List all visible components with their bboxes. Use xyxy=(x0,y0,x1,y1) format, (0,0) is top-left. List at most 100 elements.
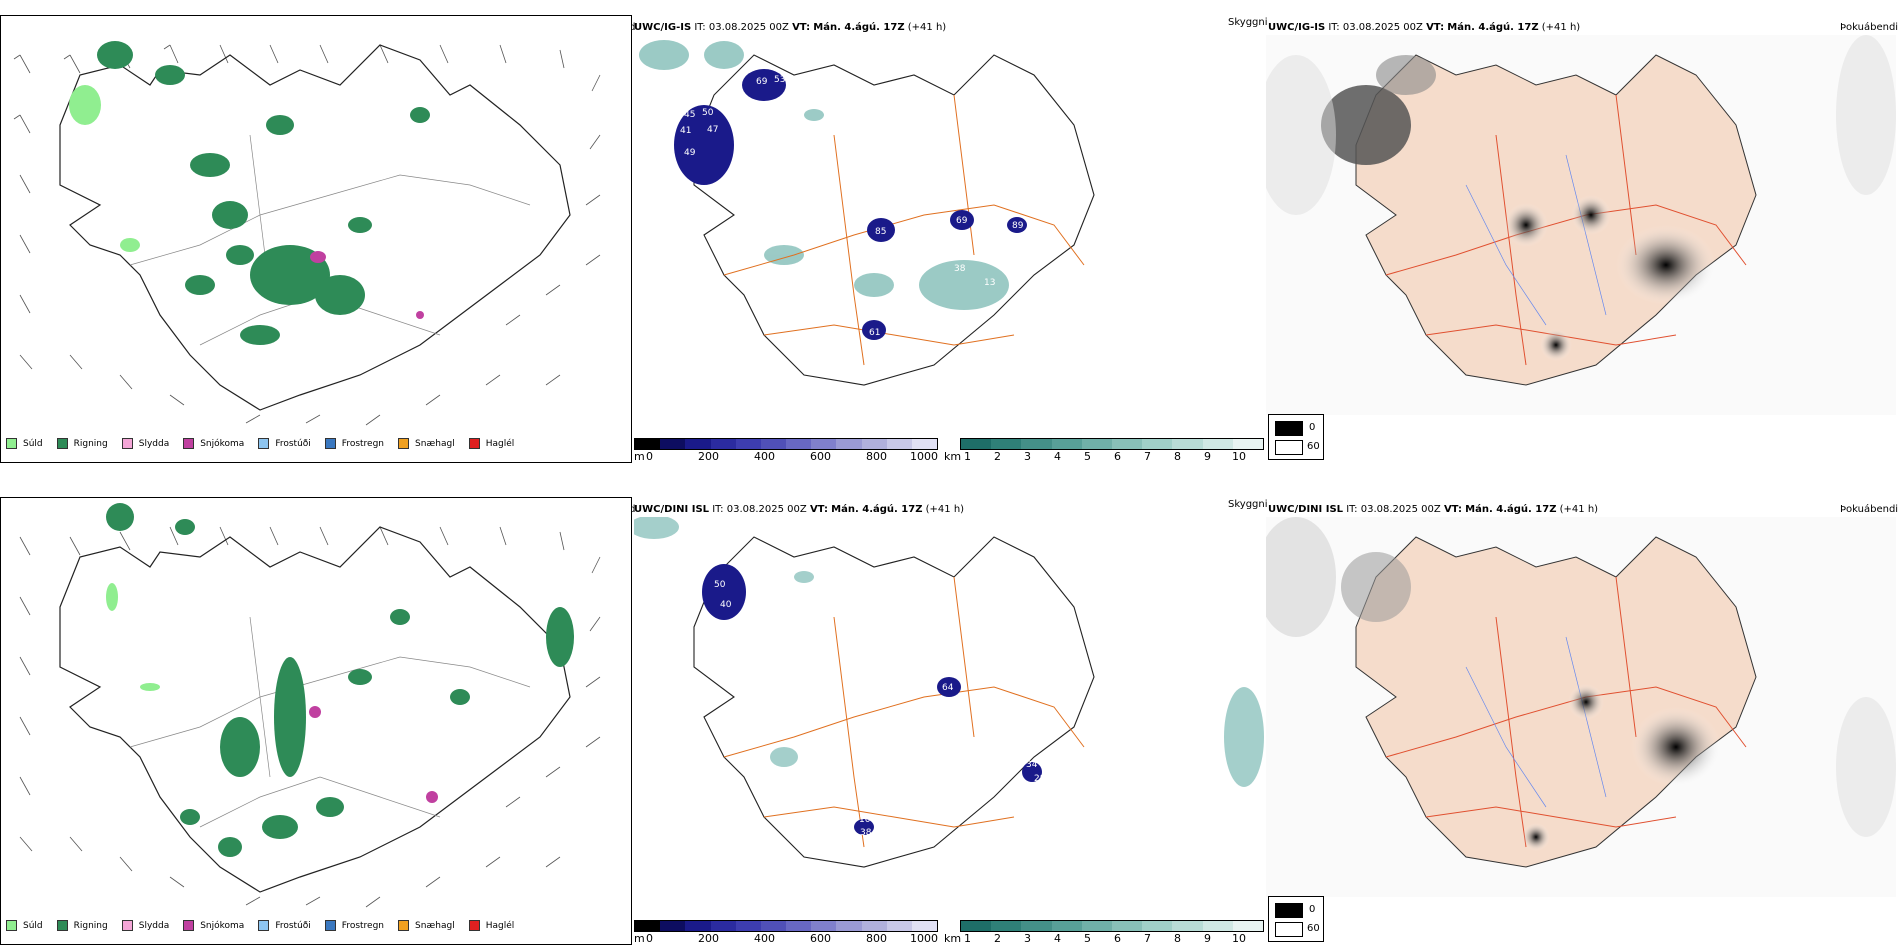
cb-tick: 4 xyxy=(1054,450,1061,463)
cb-segment xyxy=(811,921,837,931)
row1-vis-colorbar xyxy=(960,438,1264,450)
model-name: UWC/IG-IS xyxy=(634,22,692,33)
legend-item: Rigning xyxy=(56,438,108,449)
cb-unit: m xyxy=(634,450,645,463)
cb-segment xyxy=(861,439,887,449)
height-label: 53 xyxy=(774,75,785,85)
cb-segment xyxy=(886,921,912,931)
height-high-areas xyxy=(702,564,1042,835)
legend-item: Snjókoma xyxy=(183,438,244,449)
row1-vis-ticks: km 1 2 3 4 5 6 7 8 9 10 xyxy=(944,450,1264,464)
cb-segment xyxy=(961,439,992,449)
it-label: IT: xyxy=(1328,22,1340,33)
cb-segment xyxy=(685,921,711,931)
cb-segment xyxy=(1202,439,1233,449)
legend-item: Haglél xyxy=(468,920,515,931)
precip-rain-areas xyxy=(97,41,430,345)
row1: UWC/IG-IS IT: 03.08.2025 00Z VT: Mán. 4.… xyxy=(0,0,1900,470)
row2-cloud-header: UWC/DINI ISL IT: 03.08.2025 00Z VT: Mán.… xyxy=(634,504,964,515)
vt-label: VT: xyxy=(792,22,811,33)
vt-label: VT: xyxy=(809,504,828,515)
legend-label: Rigning xyxy=(73,438,108,449)
legend-item: Súld xyxy=(6,920,43,931)
precip-snow-areas xyxy=(310,251,424,319)
row1-height-colorbar xyxy=(634,438,938,450)
cb-segment xyxy=(660,921,686,931)
row2-vis-colorbar xyxy=(960,920,1264,932)
cb-segment xyxy=(1232,921,1264,931)
cb-segment xyxy=(760,921,787,931)
height-high-areas xyxy=(674,69,1027,340)
legend-label: Frostregn xyxy=(341,438,385,449)
cb-tick: 3 xyxy=(1024,932,1031,945)
legend-label: Snjókoma xyxy=(200,438,245,449)
cb-segment xyxy=(660,439,686,449)
cb-segment xyxy=(991,439,1022,449)
row2-vis-ticks: km 1 2 3 4 5 6 7 8 9 10 xyxy=(944,932,1264,946)
cb-tick: 1 xyxy=(964,932,971,945)
lead-time: (+41 h) xyxy=(1559,504,1599,515)
height-label: 36 xyxy=(896,318,908,328)
height-labels: 64 50 34 28 40 10 38 xyxy=(714,580,1046,838)
legend-swatch xyxy=(468,438,480,449)
cb-segment xyxy=(735,439,761,449)
cb-unit: km xyxy=(944,450,962,463)
cb-segment xyxy=(1081,439,1113,449)
cloud-title: Skyggni xyxy=(1228,499,1268,510)
cb-tick: 6 xyxy=(1114,932,1121,945)
legend-label: Slydda xyxy=(138,438,170,449)
lead-time: (+41 h) xyxy=(907,22,947,33)
precip-drizzle-areas xyxy=(106,583,160,691)
height-labels: 45 50 41 47 49 69 53 85 69 89 38 61 36 3… xyxy=(680,75,1024,338)
cb-tick: 6 xyxy=(1114,450,1121,463)
cb-tick: 800 xyxy=(866,450,887,463)
cb-tick: 400 xyxy=(754,932,775,945)
cb-segment xyxy=(1112,921,1143,931)
fog-title: Þokuábendi xyxy=(1840,504,1899,515)
legend-swatch xyxy=(121,920,133,931)
cb-segment xyxy=(811,439,837,449)
model-name: UWC/IG-IS xyxy=(1268,22,1326,33)
precip-snow-areas xyxy=(309,706,438,803)
cb-tick: 9 xyxy=(1204,450,1211,463)
row1-precip-map xyxy=(0,15,632,463)
it-value: 03.08.2025 00Z xyxy=(708,22,789,33)
height-label: 64 xyxy=(942,683,954,693)
fog-title: Þokuábendi xyxy=(1840,22,1899,33)
rivers xyxy=(1465,154,1607,326)
fog-areas xyxy=(1266,35,1896,361)
legend-label: Súld xyxy=(23,920,43,931)
height-label: 50 xyxy=(714,580,726,590)
legend-swatch xyxy=(56,438,68,449)
cb-segment xyxy=(1112,439,1143,449)
cb-segment xyxy=(735,921,761,931)
legend-swatch xyxy=(183,438,195,449)
cb-tick: 0 xyxy=(646,932,653,945)
legend-label: Frostregn xyxy=(341,920,385,931)
row2: UWC/DINI ISL IT: 03.08.2025 00Z VT: Mán.… xyxy=(0,482,1900,950)
visibility-areas xyxy=(634,517,1264,787)
wind-barbs xyxy=(13,44,601,426)
cb-tick: 200 xyxy=(698,450,719,463)
legend-label: Súld xyxy=(23,438,43,449)
cb-segment xyxy=(1142,921,1173,931)
legend-swatch xyxy=(468,920,480,931)
cb-segment xyxy=(760,439,787,449)
legend-label: 0 xyxy=(1309,422,1316,433)
it-value: 03.08.2025 00Z xyxy=(726,504,807,515)
cb-tick: 8 xyxy=(1174,932,1181,945)
legend-label: Frostúði xyxy=(275,438,311,449)
legend-label: Haglél xyxy=(485,920,515,931)
height-label: 45 xyxy=(684,110,695,120)
legend-swatch xyxy=(56,920,68,931)
height-label: 69 xyxy=(756,77,768,87)
legend-swatch xyxy=(121,438,133,449)
legend-label: Snjókoma xyxy=(200,920,245,931)
cb-tick: 7 xyxy=(1144,450,1151,463)
legend-swatch xyxy=(6,438,17,449)
legend-item: Rigning xyxy=(56,920,108,931)
legend-item: Snjókoma xyxy=(183,920,244,931)
cb-tick: 0 xyxy=(646,450,653,463)
wind-barbs xyxy=(19,526,601,908)
cb-segment xyxy=(635,439,661,449)
